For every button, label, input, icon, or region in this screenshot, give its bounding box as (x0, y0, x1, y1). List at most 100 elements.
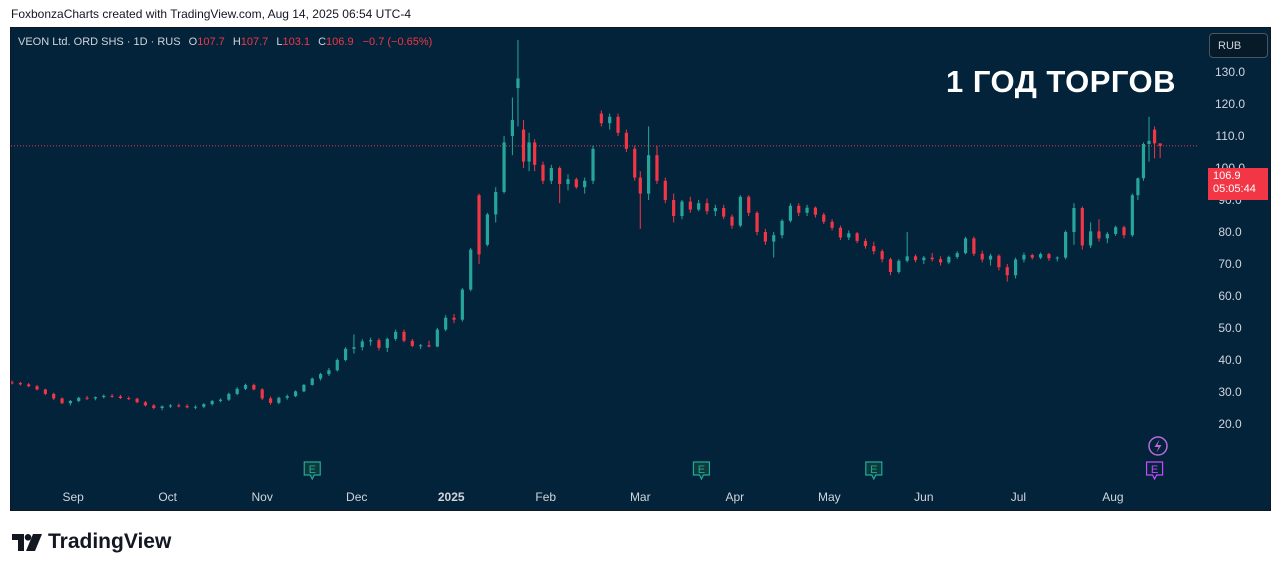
candle (1122, 225, 1126, 239)
candle (252, 383, 256, 391)
earnings-icon[interactable]: E (692, 461, 711, 481)
candle (997, 254, 1001, 271)
candle (427, 340, 431, 348)
candle (1089, 222, 1093, 248)
earnings-icon[interactable]: E (865, 461, 883, 481)
chart-headline: 1 ГОД ТОРГОВ (946, 64, 1177, 99)
candle (624, 129, 628, 152)
svg-text:E: E (698, 464, 705, 476)
candle (705, 198, 709, 215)
candle (847, 230, 851, 240)
low-value: 103.1 (282, 36, 311, 48)
candle (516, 40, 520, 127)
candle (633, 145, 637, 181)
candle (235, 387, 239, 396)
open-value: 107.7 (197, 36, 225, 48)
time-axis: Sep Oct Nov Dec 2025 Feb Mar Apr May Jun Jul Aug (62, 490, 1123, 504)
time-tick-label: Sep (62, 490, 84, 504)
candle (533, 139, 537, 172)
candle (922, 256, 926, 264)
currency-button[interactable]: RUB (1209, 33, 1268, 58)
price-tick-label: 120.0 (1215, 97, 1245, 111)
candle (780, 219, 784, 239)
candle (310, 377, 314, 386)
upcoming-earnings-icon[interactable]: E (1145, 461, 1164, 481)
candle (1022, 252, 1026, 263)
candle (1097, 219, 1101, 242)
tradingview-logo[interactable]: TradingView (12, 530, 171, 554)
svg-text:E: E (309, 464, 316, 476)
symbol-legend: VEON Ltd. ORD SHS · 1D · RUS O107.7 H107… (18, 36, 432, 48)
candle (402, 329, 406, 343)
symbol-title: VEON Ltd. ORD SHS · 1D · RUS (18, 36, 181, 48)
candle (152, 404, 156, 410)
candle (830, 219, 834, 231)
candle (52, 392, 56, 400)
time-tick-label: 2025 (438, 490, 465, 504)
candle (738, 195, 742, 228)
candle (444, 315, 448, 332)
candle (1105, 232, 1109, 244)
candle (672, 193, 676, 223)
candle (352, 334, 356, 354)
candle (510, 97, 514, 156)
candle (277, 396, 281, 405)
candle (302, 384, 306, 392)
candle (813, 206, 818, 218)
candle (755, 211, 759, 236)
candle (822, 212, 826, 224)
price-tick-label: 30.0 (1218, 385, 1242, 399)
candle (880, 249, 884, 263)
candle (855, 232, 859, 244)
earnings-icon[interactable]: E (303, 461, 321, 481)
candle (110, 393, 114, 398)
last-price-value: 106.9 (1213, 170, 1241, 182)
time-tick-label: Nov (252, 490, 273, 504)
candle (730, 214, 734, 229)
time-tick-label: Jun (914, 490, 933, 504)
candle (574, 177, 578, 189)
candle (616, 113, 620, 136)
chart-canvas[interactable]: 20.030.040.050.060.070.080.090.0100.0110… (11, 28, 1271, 511)
candle (713, 204, 717, 216)
candle (160, 405, 164, 411)
flash-icon[interactable] (1148, 436, 1168, 456)
high-value: 107.7 (240, 36, 269, 48)
candle (963, 236, 968, 255)
price-tick-label: 70.0 (1218, 257, 1242, 271)
candle (897, 259, 901, 274)
candle (599, 110, 603, 127)
candle (566, 174, 570, 191)
candle (1055, 256, 1059, 262)
candle (972, 236, 976, 256)
chart-credit: FoxbonzaCharts created with TradingView.… (11, 7, 412, 21)
price-tick-label: 60.0 (1218, 289, 1242, 303)
candle (177, 403, 181, 408)
candle (18, 381, 22, 386)
candle (394, 329, 398, 341)
candle (655, 145, 659, 184)
time-tick-label: May (818, 490, 841, 504)
candle (549, 164, 553, 184)
candle (185, 404, 189, 409)
candle (558, 166, 562, 204)
bar-countdown: 05:05:44 (1213, 183, 1256, 195)
candle (788, 203, 792, 223)
chart-frame[interactable]: 20.030.040.050.060.070.080.090.0100.0110… (10, 27, 1271, 511)
candle (477, 193, 481, 264)
candle (872, 241, 876, 255)
candle (980, 250, 984, 263)
time-tick-label: Aug (1102, 490, 1123, 504)
candle (435, 328, 439, 348)
candle (419, 344, 423, 350)
candle (938, 256, 943, 266)
candle (1080, 206, 1084, 250)
time-tick-label: Oct (158, 490, 177, 504)
candle (43, 388, 47, 396)
candle (955, 251, 959, 259)
candle (494, 187, 498, 223)
candle (118, 394, 123, 400)
candle (327, 368, 331, 376)
candle (805, 204, 809, 216)
